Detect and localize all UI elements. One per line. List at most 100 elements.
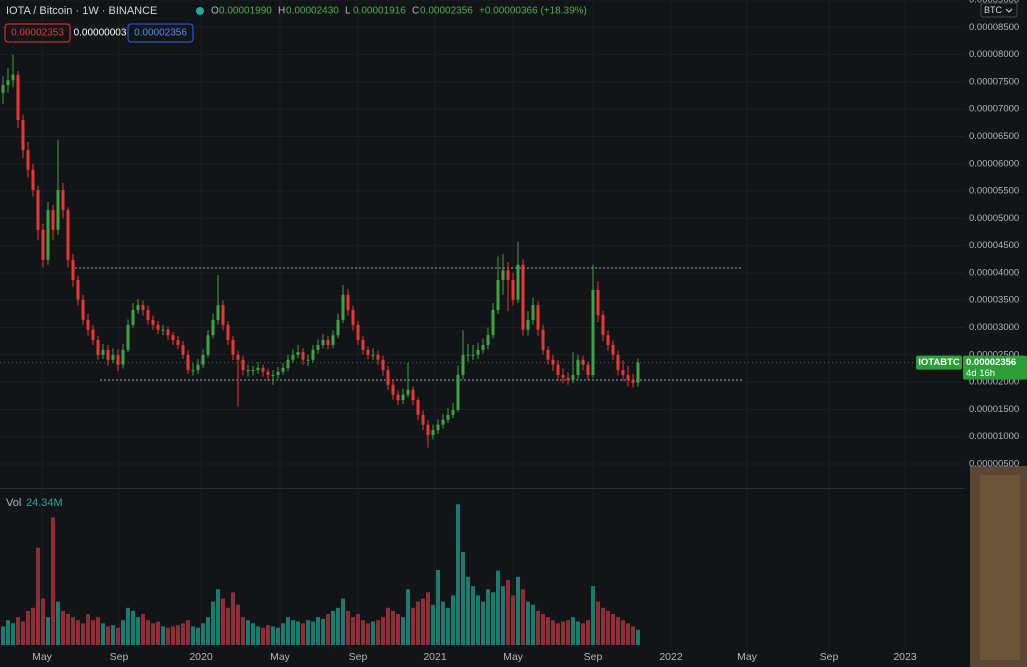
buy-box[interactable] [127, 23, 194, 43]
volume-bar [56, 601, 60, 645]
candle-body [341, 294, 345, 320]
candle-body [281, 367, 285, 372]
candle-body [441, 419, 445, 425]
volume-bar [326, 614, 330, 645]
volume-bar [511, 595, 515, 645]
volume-bar [296, 621, 300, 645]
candle-body [631, 379, 635, 383]
candle-body [56, 189, 60, 230]
candle-body [211, 319, 215, 336]
ohlc-key: O [211, 6, 219, 17]
candle-body [276, 371, 280, 376]
candle-body [471, 354, 475, 356]
candle-body [311, 349, 315, 360]
candle-body [591, 289, 595, 376]
y-tick-label: 0.00003500 [969, 295, 1019, 306]
volume-bar [531, 604, 535, 645]
candle-body [576, 359, 580, 376]
volume-bar [181, 623, 185, 645]
dropdown-arrow[interactable] [1005, 8, 1013, 13]
candle-body [451, 409, 455, 415]
volume-bar [386, 607, 390, 645]
currency-label[interactable]: BTC [984, 5, 1003, 15]
volume-bar [286, 617, 290, 645]
volume-bar [571, 617, 575, 645]
candle-body [266, 371, 270, 376]
candle-body [76, 280, 80, 300]
volume-bar [416, 601, 420, 645]
sell-box[interactable] [4, 23, 71, 43]
candle-body [606, 335, 610, 345]
candle-body [26, 150, 30, 170]
candle-body [376, 354, 380, 360]
candle-body [506, 270, 510, 281]
candle-body [616, 354, 620, 371]
ohlc-value: 0.00001916 [353, 6, 406, 17]
volume-bar [556, 623, 560, 645]
candle-body [196, 364, 200, 371]
sell-price[interactable]: 0.00002353 [11, 28, 64, 39]
candle-body [171, 335, 175, 341]
volume-bar [161, 626, 165, 645]
volume-bar [36, 547, 40, 645]
volume-bar [591, 586, 595, 645]
symbol-title: IOTA / Bitcoin · 1W · BINANCE [6, 5, 157, 17]
volume-bar [501, 586, 505, 645]
volume-bar [171, 626, 175, 645]
volume-bar [621, 620, 625, 645]
volume-bar [16, 617, 20, 645]
candle-body [381, 359, 385, 371]
ohlc-value: 0.00002430 [286, 6, 339, 17]
candle-body [66, 210, 70, 260]
volume-bar [91, 620, 95, 645]
volume-bar [236, 604, 240, 645]
volume-bar [21, 621, 25, 645]
buy-price[interactable]: 0.00002356 [134, 28, 187, 39]
candle-body [61, 189, 65, 211]
candle-body [6, 80, 10, 86]
volume-bar [316, 617, 320, 645]
candle-body [436, 424, 440, 431]
spread: 0.00000003 [74, 28, 127, 39]
candle-body [286, 359, 290, 368]
x-tick-label: May [737, 651, 758, 663]
volume-bar [1, 626, 5, 645]
volume-bar [461, 552, 465, 645]
volume-bar [391, 610, 395, 645]
candle-body [416, 400, 420, 415]
candle-body [361, 340, 365, 350]
volume-bar [186, 620, 190, 645]
volume-bar [271, 626, 275, 645]
candle-body [491, 310, 495, 336]
volume-bar [421, 598, 425, 645]
volume-bar [276, 627, 280, 645]
volume-bar [576, 621, 580, 645]
volume-bar [616, 617, 620, 645]
candle-body [141, 305, 145, 311]
volume-bar [196, 627, 200, 645]
volume-bar [426, 592, 430, 645]
candle-body [1, 85, 5, 93]
volume-bar [86, 614, 90, 645]
volume-bar [401, 617, 405, 645]
candle-body [366, 349, 370, 355]
candle-body [521, 264, 525, 330]
volume-bar [191, 626, 195, 645]
volume-bar [241, 617, 245, 645]
candle-body [546, 349, 550, 360]
candle-body [301, 352, 305, 360]
volume-bar [216, 589, 220, 645]
candle-body [51, 210, 55, 230]
volume-bar [211, 601, 215, 645]
y-tick-label: 0.00008500 [969, 22, 1019, 33]
currency-button[interactable] [980, 2, 1018, 18]
candle-body [461, 354, 465, 376]
volume-bar [586, 620, 590, 645]
candle-body [181, 344, 185, 355]
volume-bar [376, 620, 380, 645]
volume-value: 24.34M [26, 497, 63, 509]
candle-body [256, 367, 260, 371]
y-tick-label: 0.00004000 [969, 267, 1019, 278]
volume-bar [291, 620, 295, 645]
volume-bar [141, 614, 145, 645]
